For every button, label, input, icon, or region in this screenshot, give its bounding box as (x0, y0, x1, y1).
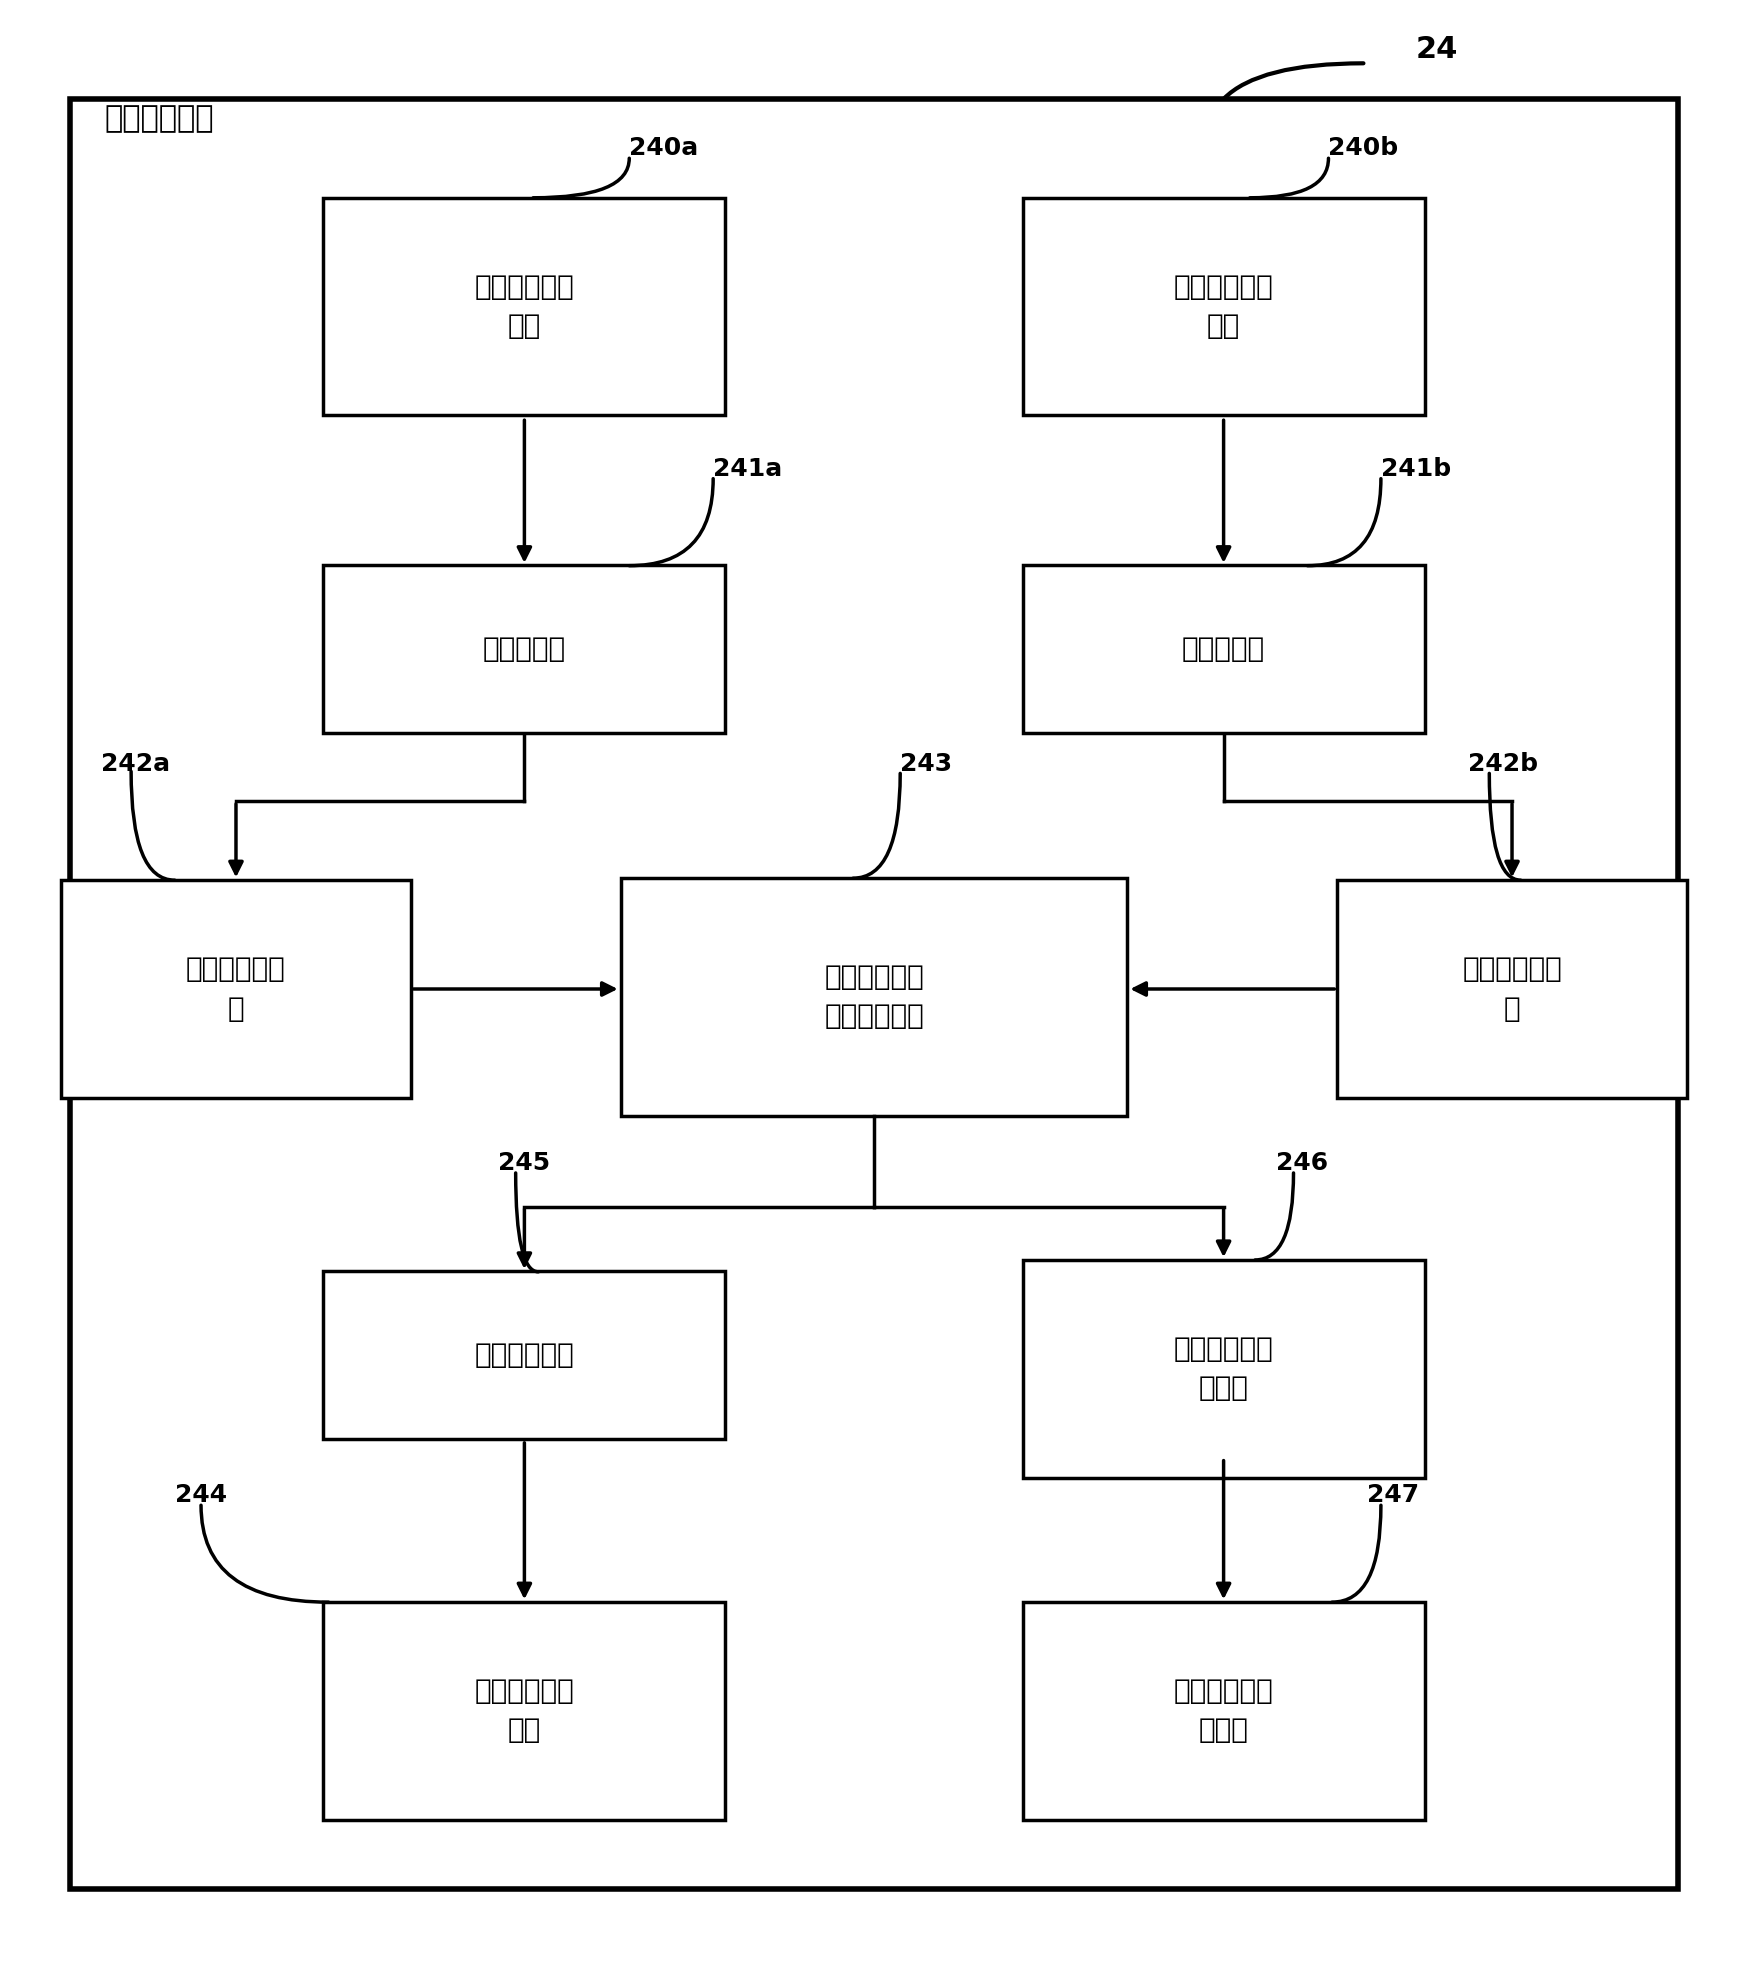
Text: 24: 24 (1416, 36, 1458, 63)
Text: 243: 243 (900, 752, 953, 775)
Bar (1023, 1602, 1425, 1820)
Text: 246: 246 (1276, 1151, 1328, 1175)
Text: 242b: 242b (1468, 752, 1538, 775)
Bar (1023, 566, 1425, 732)
Text: 第一累加器: 第一累加器 (482, 635, 566, 663)
Bar (323, 198, 725, 415)
Text: 244: 244 (175, 1484, 227, 1507)
Text: 差分互相关度
量函数存储器: 差分互相关度 量函数存储器 (823, 963, 925, 1031)
Text: 240a: 240a (629, 136, 699, 160)
Text: 240b: 240b (1328, 136, 1398, 160)
Bar (323, 1602, 725, 1820)
Text: 第一累加器: 第一累加器 (1182, 635, 1266, 663)
Text: 242a: 242a (101, 752, 171, 775)
Text: 候选码检测器: 候选码检测器 (105, 105, 215, 133)
Text: 241a: 241a (713, 457, 783, 481)
Text: 差分互相关运
算器: 差分互相关运 算器 (1173, 273, 1274, 340)
Text: 245: 245 (498, 1151, 551, 1175)
Bar (1337, 880, 1687, 1098)
Text: 候选码筛选器: 候选码筛选器 (474, 1341, 575, 1369)
Bar (61, 880, 411, 1098)
Bar (1023, 1260, 1425, 1478)
Text: 候选码集合存
储器: 候选码集合存 储器 (474, 1677, 575, 1745)
Text: 241b: 241b (1381, 457, 1451, 481)
Text: 第一取模运算
器: 第一取模运算 器 (185, 955, 287, 1023)
Bar (323, 1272, 725, 1440)
Text: 预估定时偏差
计算器: 预估定时偏差 计算器 (1173, 1335, 1274, 1402)
Bar (621, 878, 1127, 1116)
Text: 247: 247 (1367, 1484, 1419, 1507)
Bar (323, 566, 725, 732)
Text: 预估定时偏差
存储器: 预估定时偏差 存储器 (1173, 1677, 1274, 1745)
Text: 第一取模运算
器: 第一取模运算 器 (1461, 955, 1563, 1023)
Text: 差分互相关运
算器: 差分互相关运 算器 (474, 273, 575, 340)
Bar (1023, 198, 1425, 415)
